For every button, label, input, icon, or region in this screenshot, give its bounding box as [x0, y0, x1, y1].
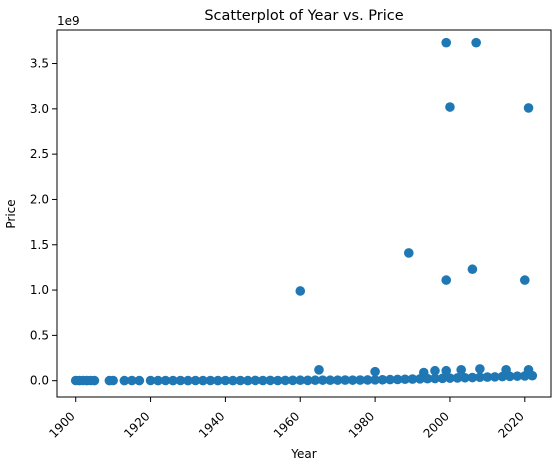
data-point	[467, 372, 478, 383]
data-point	[280, 375, 291, 386]
data-point	[302, 375, 313, 386]
data-point	[317, 375, 328, 385]
data-point	[213, 375, 223, 386]
data-point	[134, 375, 145, 386]
data-point	[89, 375, 100, 386]
y-tick-label: 1.0	[30, 283, 49, 297]
data-point	[340, 375, 350, 385]
data-point	[418, 367, 429, 378]
y-tick-label: 3.5	[30, 57, 49, 71]
data-point	[265, 375, 276, 386]
data-point	[512, 371, 523, 381]
data-point	[295, 375, 306, 386]
data-point	[482, 372, 493, 382]
data-point	[523, 103, 534, 113]
data-point	[501, 365, 511, 375]
data-point	[127, 375, 137, 386]
y-tick-label: 2.5	[30, 147, 49, 161]
data-point	[314, 365, 324, 375]
data-point	[441, 275, 452, 285]
data-point	[475, 364, 485, 374]
data-point	[175, 375, 186, 386]
data-point	[250, 375, 261, 386]
x-tick-label: 1980	[346, 409, 377, 440]
x-tick-label: 1920	[121, 409, 152, 440]
data-point	[460, 372, 470, 383]
plot-frame	[56, 29, 552, 398]
y-axis: 0.0 0.5 1.0 1.5 2.0 2.5 3.0 3.5	[30, 57, 57, 388]
data-point	[347, 375, 358, 385]
data-point	[235, 375, 246, 386]
data-point	[295, 286, 306, 296]
data-point	[355, 375, 365, 385]
data-point	[471, 37, 481, 48]
x-tick-label: 2020	[495, 409, 526, 440]
data-point	[145, 375, 156, 386]
data-point	[168, 375, 178, 386]
data-point	[407, 374, 418, 384]
data-point	[400, 374, 410, 385]
data-point	[153, 375, 163, 386]
data-point	[452, 373, 463, 383]
data-point	[385, 374, 395, 385]
data-point	[370, 375, 380, 385]
y-axis-label: Price	[4, 199, 18, 228]
data-point	[456, 365, 466, 375]
data-point	[441, 37, 452, 48]
data-point	[198, 375, 208, 386]
data-point	[377, 374, 388, 385]
y-tick-label: 2.0	[30, 192, 49, 206]
data-point	[370, 366, 380, 377]
data-point	[258, 375, 268, 386]
plot-area	[70, 37, 538, 386]
data-point	[523, 365, 534, 375]
data-point	[310, 375, 321, 386]
data-point	[430, 373, 440, 384]
data-point	[475, 372, 485, 383]
data-point	[490, 372, 500, 382]
x-tick-label: 2000	[421, 409, 452, 440]
x-axis-label: Year	[290, 447, 316, 461]
data-point	[430, 365, 440, 376]
data-point	[183, 375, 193, 386]
data-point	[108, 375, 118, 386]
data-point	[403, 248, 414, 258]
data-point	[273, 375, 283, 386]
data-point	[392, 374, 403, 385]
y-tick-label: 1.5	[30, 238, 49, 252]
data-point	[332, 375, 343, 385]
data-point	[205, 375, 216, 386]
data-point	[190, 375, 201, 386]
data-point	[287, 375, 298, 386]
y-tick-label: 0.0	[30, 374, 49, 388]
data-point	[228, 375, 238, 386]
data-point	[325, 375, 335, 386]
data-point	[467, 264, 478, 275]
data-point	[441, 365, 452, 376]
y-offset-label: 1e9	[57, 14, 80, 28]
x-axis: 1900 1920 1940 1960 1980 2000 2020	[46, 397, 527, 441]
chart-title: Scatterplot of Year vs. Price	[204, 8, 403, 24]
x-tick-label: 1900	[46, 409, 77, 440]
x-tick-label: 1940	[196, 409, 227, 440]
data-point	[220, 375, 231, 386]
x-tick-label: 1960	[271, 409, 302, 440]
data-point	[243, 375, 253, 386]
y-tick-label: 3.0	[30, 102, 49, 116]
data-point	[437, 373, 448, 384]
data-point	[445, 102, 455, 112]
data-point	[160, 375, 171, 386]
data-point	[119, 375, 130, 386]
data-point	[445, 373, 455, 383]
data-point	[520, 275, 530, 285]
data-point	[362, 375, 373, 385]
y-tick-label: 0.5	[30, 328, 49, 342]
